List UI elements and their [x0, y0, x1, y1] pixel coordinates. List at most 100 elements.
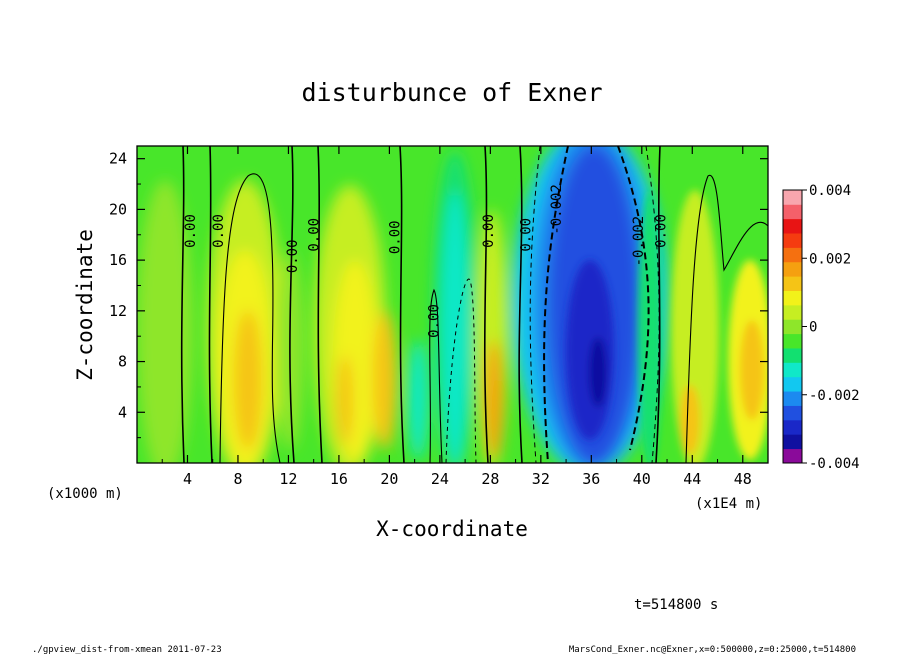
- contour-label: -0.002: [631, 216, 647, 267]
- y-axis-unit: (x1000 m): [47, 486, 123, 502]
- colorbar-segment: [783, 405, 802, 421]
- time-label: t=514800 s: [634, 597, 718, 613]
- colorbar-segment: [783, 261, 802, 277]
- contour-line: [219, 173, 281, 463]
- y-tick-label: 16: [109, 251, 127, 269]
- colorbar-segment: [783, 319, 802, 335]
- y-tick-label: 12: [109, 302, 127, 320]
- contour-line: [518, 146, 523, 463]
- field-blob: [638, 190, 662, 463]
- colorbar-segment: [783, 190, 802, 205]
- x-tick-label: 32: [532, 470, 550, 488]
- contour-label-text: 0.00: [654, 214, 670, 248]
- field-blob: [680, 385, 700, 455]
- contour-label: 0.00: [519, 218, 535, 252]
- field-blob: [373, 310, 397, 450]
- contour-label-text: 0.00: [183, 214, 199, 248]
- plot-frame: [136, 145, 769, 464]
- x-axis: 4 8 12 16 20 24 28 32 36 40 44 48: [161, 146, 752, 488]
- y-axis-label: Z-coordinate: [73, 229, 97, 381]
- contour-label-text: 0.00: [211, 214, 227, 248]
- y-tick-label: 4: [118, 403, 127, 421]
- contour-line: [399, 146, 405, 463]
- field-blob: [671, 190, 719, 463]
- colorbar: 0.004 0.002 0 -0.002 -0.004: [782, 183, 860, 472]
- colorbar-segment: [783, 276, 802, 291]
- field-blobs: [137, 146, 668, 463]
- contour-label-text: 0.00: [481, 214, 497, 248]
- contour-line: [655, 146, 661, 463]
- x-axis-label: X-coordinate: [376, 517, 528, 541]
- contour-label-text: 0.00: [387, 220, 403, 254]
- contour-label-text: 0.00: [427, 304, 443, 338]
- field-blob: [337, 355, 353, 445]
- x-tick-label: 24: [431, 470, 449, 488]
- field-blob: [566, 260, 614, 440]
- contour-label: 0.00: [654, 214, 670, 248]
- chart-title: disturbunce of Exner: [301, 78, 602, 107]
- footer-right: MarsCond_Exner.nc@Exner,x=0:500000,z=0:2…: [569, 645, 856, 654]
- field-blob: [740, 320, 764, 420]
- y-tick-label: 8: [118, 353, 127, 371]
- colorbar-label: -0.004: [809, 456, 860, 472]
- contour-label-text: 0.00: [285, 239, 301, 273]
- contour-label: -0.002: [549, 184, 565, 235]
- colorbar-segment: [783, 233, 802, 248]
- contour-lines: [180, 146, 768, 463]
- contour-line: [180, 146, 185, 463]
- colorbar-label: 0.004: [809, 183, 851, 199]
- x-tick-label: 4: [183, 470, 192, 488]
- x-tick-label: 8: [233, 470, 242, 488]
- colorbar-segment: [783, 247, 802, 263]
- y-axis: 4 8 12 16 20 24: [109, 150, 768, 439]
- contour-label: 0.00: [183, 214, 199, 248]
- field-blob: [589, 337, 607, 407]
- x-tick-label: 28: [481, 470, 499, 488]
- contour-label-text: 0.00: [307, 218, 323, 252]
- contour-line: [317, 146, 323, 463]
- colorbar-label: 0.002: [809, 251, 851, 267]
- colorbar-segment: [783, 362, 802, 378]
- colorbar-segment: [783, 204, 802, 220]
- field-blob: [408, 340, 428, 460]
- colorbar-segment: [783, 434, 802, 450]
- x-axis-unit: (x1E4 m): [695, 496, 762, 512]
- contour-line: [429, 288, 443, 463]
- contour-line: [685, 174, 768, 463]
- x-tick-label: 44: [683, 470, 701, 488]
- x-tick-label: 40: [633, 470, 651, 488]
- colorbar-segment: [783, 333, 802, 349]
- contour-label: 0.00: [211, 214, 227, 248]
- contour-label: 0.00: [307, 218, 323, 252]
- colorbar-segment: [783, 304, 802, 320]
- contour-label-layer: 0.00 0.00 0.00 0.00 0.00 0.00 0.00 0.00 -0.002 -0…: [183, 184, 670, 338]
- x-tick-label: 36: [582, 470, 600, 488]
- y-tick-label: 24: [109, 150, 127, 168]
- colorbar-segment: [783, 348, 802, 363]
- colorbar-segment: [783, 290, 802, 306]
- contour-line: [645, 146, 660, 463]
- contour-line: [208, 146, 213, 463]
- field-blob: [485, 340, 503, 460]
- contour-label-text: -0.002: [631, 216, 647, 267]
- contour-label: 0.00: [427, 304, 443, 338]
- contour-label: 0.00: [481, 214, 497, 248]
- y-tick-label: 20: [109, 200, 127, 218]
- contour-line: [483, 146, 489, 463]
- colorbar-segment: [783, 419, 802, 435]
- field-core: [566, 190, 768, 463]
- colorbar-label: 0: [809, 320, 817, 336]
- contour-line: [289, 146, 295, 463]
- colorbar-label: -0.002: [809, 388, 860, 404]
- x-tick-label: 48: [734, 470, 752, 488]
- contour-line: [543, 146, 569, 463]
- contour-line: [617, 146, 650, 451]
- contour-label-text: 0.00: [519, 218, 535, 252]
- contour-label-text: -0.002: [549, 184, 565, 235]
- plot-area: 0.00 0.00 0.00 0.00 0.00 0.00 0.00 0.00 -0.002 -0…: [137, 146, 768, 463]
- colorbar-segment: [783, 448, 802, 464]
- field-blob: [234, 310, 262, 450]
- colorbar-segment: [783, 391, 802, 406]
- field-blob: [137, 180, 193, 463]
